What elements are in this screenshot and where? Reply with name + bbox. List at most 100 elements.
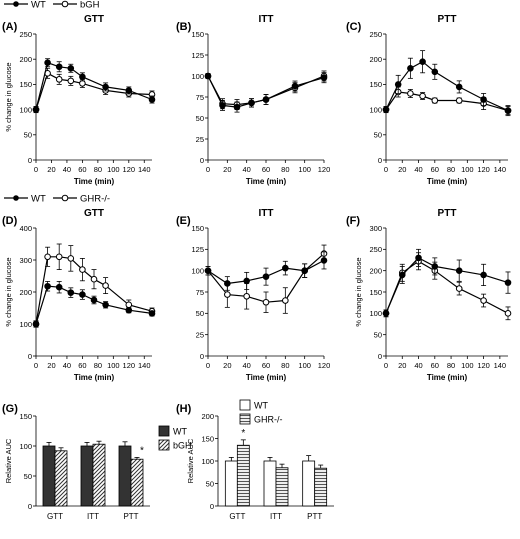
series-line-C [385,60,509,112]
bar-H [275,467,289,507]
data-point-D [55,283,63,291]
x-tick-label-B: 60 [262,165,270,174]
x-tick-label-A: 100 [107,165,120,174]
panel-title-F: PTT [438,208,457,219]
x-tick-label-A: 0 [34,165,38,174]
legend-middle-mut-marker [61,194,69,202]
data-point-A [79,80,86,87]
data-point-D [67,289,75,296]
data-point-B [262,96,270,103]
significance-marker-G: * [140,445,144,456]
y-tick-label-H: 150 [201,434,214,443]
series-D-mutant [32,243,156,328]
x-axis-label-E: Time (min) [246,373,287,382]
y-tick-label-G: 100 [19,442,32,451]
y-tick-label-C: 150 [369,80,382,89]
y-axis-label-H: Relative AUC [186,438,195,483]
y-tick-label-F: 250 [369,245,382,254]
y-tick-label-A: 250 [19,30,32,39]
y-tick-label-B: 100 [191,72,204,81]
x-tick-label-B: 100 [298,165,311,174]
panel-G: (G) 0 50 100 150 Relative AUC GTT ITT PTT * WT bGH [2,403,192,521]
bar-H [263,460,277,507]
series-D-wt [32,281,156,328]
legend-swatch-G [158,425,170,437]
series-line-D [35,285,153,325]
y-tick-label-H: 50 [206,479,214,488]
data-point-D [44,253,51,261]
data-point-C [419,92,426,100]
panel-label-B: (B) [176,21,192,33]
legend-label-H: GHR-/- [254,415,283,425]
series-F-wt [382,248,512,318]
legend-top-wt-label: WT [31,0,46,11]
y-tick-label-A: 0 [28,156,32,165]
category-label-G: PTT [123,512,138,521]
data-point-E [204,267,212,274]
data-point-E [243,277,250,285]
y-tick-label-D: 300 [19,256,32,265]
series-C-mutant [382,86,512,116]
y-tick-label-B: 0 [200,156,204,165]
y-tick-label-E: 0 [200,352,204,361]
y-tick-label-G: 150 [19,412,32,421]
bar-H [302,460,316,507]
x-tick-label-A: 20 [47,165,55,174]
y-tick-label-H: 0 [210,502,214,511]
data-point-A [79,73,86,81]
x-tick-label-C: 80 [447,165,455,174]
panel-label-E: (E) [176,215,191,227]
series-line-D [35,256,153,325]
panel-title-B: ITT [259,14,274,25]
y-tick-label-F: 200 [369,266,382,275]
legend-middle-wt-label: WT [31,194,46,205]
x-tick-label-B: 80 [281,165,289,174]
y-axis-label-F: % change in glucose [354,257,363,326]
y-tick-label-H: 100 [201,457,214,466]
data-point-E [282,297,289,304]
data-point-A [55,76,63,83]
data-point-A [32,106,40,113]
x-tick-label-A: 40 [63,165,71,174]
category-label-H: GTT [229,512,245,521]
data-point-E [282,264,289,272]
y-tick-label-E: 150 [191,224,204,233]
data-point-A [125,87,133,94]
x-axis-label-D: Time (min) [74,373,115,382]
y-axis-label-G: Relative AUC [4,438,13,483]
data-point-D [79,291,86,298]
panel-label-C: (C) [346,21,362,33]
x-tick-label-E: 20 [223,361,231,370]
legend-top-wt-marker [13,1,19,7]
data-point-D [44,282,51,290]
significance-marker-H: * [241,428,245,439]
y-tick-label-B: 25 [196,135,204,144]
legend-swatch-H [239,413,251,425]
data-point-D [67,255,75,262]
y-tick-label-D: 0 [28,352,32,361]
data-point-D [79,266,86,273]
y-axis-label-D: % change in glucose [4,257,13,326]
bar-G [130,458,144,507]
data-point-D [102,301,109,309]
panel-label-G: (G) [2,403,18,415]
y-tick-label-E: 75 [196,288,204,297]
data-point-C [419,58,426,66]
x-tick-label-B: 20 [223,165,231,174]
data-point-B [233,103,241,111]
data-point-F [504,279,512,286]
x-axis-label-C: Time (min) [427,177,468,186]
bar-G [80,445,94,507]
series-line-A [35,61,153,110]
legend-swatch-G [158,439,170,451]
series-line-C [385,91,509,112]
y-tick-label-C: 50 [374,131,382,140]
series-E-wt [204,251,328,291]
data-point-C [407,90,414,97]
y-tick-label-B: 125 [191,51,204,60]
x-tick-label-C: 0 [384,165,388,174]
y-tick-label-E: 125 [191,245,204,254]
x-tick-label-E: 40 [242,361,250,370]
data-point-F [455,285,463,292]
